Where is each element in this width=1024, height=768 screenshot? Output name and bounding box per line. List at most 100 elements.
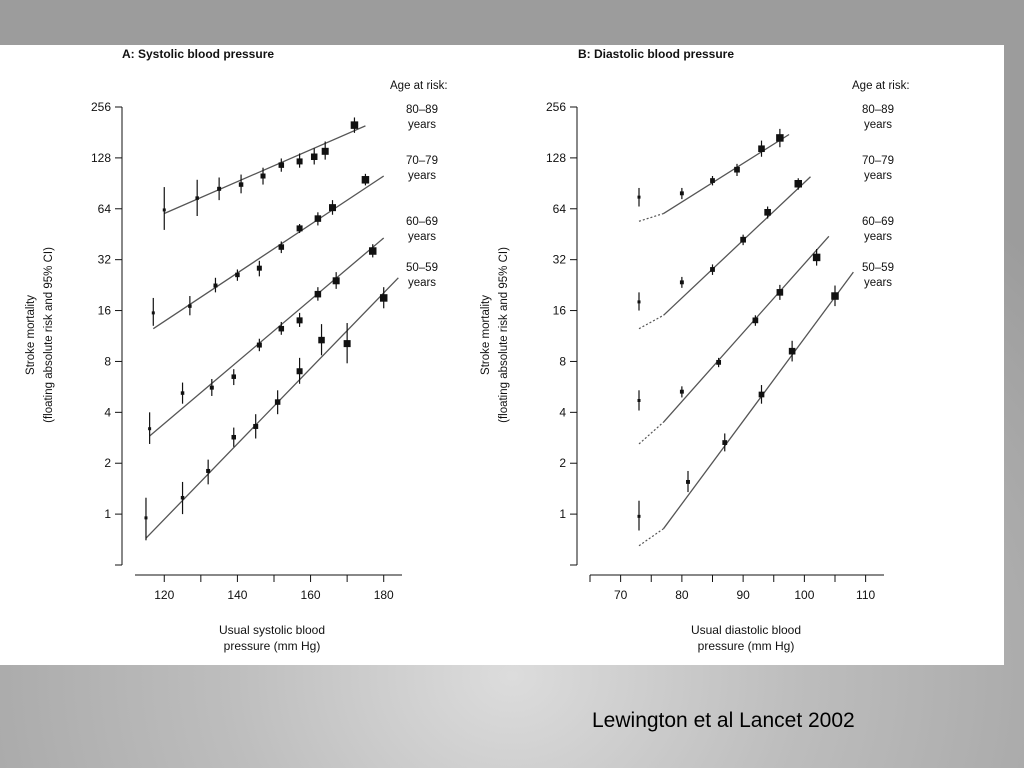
- chart0-legend-entry: 60–69: [406, 216, 438, 228]
- chart0-series1-point: [151, 311, 155, 315]
- chart1-series0-point: [758, 145, 765, 153]
- chart1-series2-fit-line: [663, 235, 830, 423]
- chart0-legend-entry: 70–79: [406, 155, 438, 167]
- chart1-series1-fit-line: [663, 176, 811, 316]
- chart0-series3-point: [296, 368, 303, 375]
- chart1-legend-entry: 80–89: [862, 104, 894, 116]
- chart1-series0-point: [734, 166, 740, 173]
- chart1-y-label-line2: (floating absolute risk and 95% CI): [498, 247, 510, 423]
- chart0-x-label-line1: Usual systolic blood: [219, 623, 325, 637]
- chart0-series0-point: [310, 153, 318, 161]
- chart0-series1-point: [213, 283, 218, 288]
- chart0-series2-point: [278, 325, 285, 332]
- chart0-series3-point: [343, 340, 351, 348]
- chart1-legend-unit: years: [864, 277, 892, 289]
- chart0-y-tick-label: 2: [104, 456, 111, 470]
- chart0-y-tick-label: 128: [91, 151, 111, 165]
- chart1-series2-point: [679, 389, 684, 394]
- chart1-series3-fit-extension: [638, 528, 664, 547]
- chart0-series0-point: [238, 182, 244, 187]
- chart0-series3-point: [144, 516, 148, 520]
- chart0-series3-point: [253, 423, 259, 429]
- chart0-x-tick-label: 140: [227, 588, 247, 602]
- chart0-series1-point: [235, 272, 240, 278]
- chart0-y-tick-label: 256: [91, 100, 111, 114]
- chart1-series3-fit-line: [662, 271, 854, 530]
- chart1-x-tick-label: 70: [614, 588, 628, 602]
- chart0-series1-point: [361, 176, 370, 184]
- chart1-series1-point: [710, 267, 715, 272]
- chart1-x-tick-label: 110: [856, 588, 875, 602]
- chart0-series3-point: [180, 495, 185, 500]
- chart1-series1-point: [740, 236, 746, 243]
- chart0-series2-point: [209, 385, 214, 390]
- chart1-series3-point: [686, 479, 690, 484]
- chart1-x-tick-label: 80: [675, 588, 689, 602]
- chart0-series0-fit-line: [164, 125, 366, 215]
- chart1-series2-point: [716, 359, 722, 365]
- chart1-y-tick-label: 2: [559, 456, 566, 470]
- chart1-series2-point: [752, 317, 759, 324]
- chart0-y-tick-label: 8: [104, 354, 111, 368]
- chart1-y-tick-label: 1: [559, 507, 566, 521]
- chart0-y-label-line1: Stroke mortality: [25, 295, 37, 375]
- citation-text: Lewington et al Lancet 2002: [592, 709, 855, 732]
- chart1-y-label-line1: Stroke mortality: [480, 295, 492, 375]
- chart0-y-label-line2: (floating absolute risk and 95% CI): [43, 247, 55, 423]
- chart1-x-label-line2: pressure (mm Hg): [698, 639, 795, 653]
- chart1-series2-fit-extension: [638, 421, 664, 445]
- chart1-series2-point: [776, 289, 784, 296]
- chart0-series0-point: [260, 173, 266, 179]
- chart1-legend-entry: 60–69: [862, 216, 894, 228]
- chart1-y-tick-label: 256: [546, 100, 566, 114]
- chart0-y-tick-label: 64: [98, 202, 112, 216]
- chart0-x-tick-label: 180: [374, 588, 394, 602]
- chart0-series2-point: [231, 374, 237, 379]
- chart0-series0-point: [217, 186, 222, 191]
- chart0-series1-point: [188, 304, 192, 308]
- chart1-y-tick-label: 64: [553, 202, 567, 216]
- chart0-series2-fit-line: [149, 237, 385, 437]
- chart1-x-label-line1: Usual diastolic blood: [691, 623, 801, 637]
- chart1-series1-fit-extension: [638, 314, 664, 330]
- chart1-legend-title: Age at risk:: [852, 80, 910, 92]
- chart0-x-tick-label: 160: [301, 588, 321, 602]
- chart0-series2-point: [314, 290, 322, 298]
- chart1-legend-unit: years: [864, 231, 892, 243]
- chart0-legend-unit: years: [408, 277, 436, 289]
- chart1-series1-point: [679, 280, 684, 285]
- chart0-x-label-line2: pressure (mm Hg): [224, 639, 321, 653]
- chart1-y-tick-label: 128: [546, 151, 566, 165]
- chart0-y-tick-label: 4: [104, 405, 111, 419]
- chart0-series2-point: [256, 342, 262, 348]
- chart0-legend-unit: years: [408, 170, 436, 182]
- chart1-y-tick-label: 16: [553, 304, 567, 318]
- chart0-series0-point: [195, 196, 199, 200]
- chart1-series3-point: [758, 391, 765, 398]
- chart1-y-tick-label: 8: [559, 354, 566, 368]
- chart1-series0-point: [710, 178, 715, 183]
- chart1-series2-point: [637, 398, 641, 402]
- chart1-y-tick-label: 4: [559, 405, 566, 419]
- chart1-x-tick-label: 90: [736, 588, 750, 602]
- slide-panel: A: Systolic blood pressure 1 2 4 8 16 32 64 128 2…: [0, 45, 1004, 665]
- chart1-legend-unit: years: [864, 170, 892, 182]
- chart0-legend-entry: 50–59: [406, 262, 438, 274]
- chart1-series0-point: [776, 134, 784, 142]
- chart0-y-tick-label: 32: [98, 253, 112, 267]
- chart0-series1-point: [256, 265, 262, 271]
- chart0-y-tick-label: 16: [98, 304, 112, 318]
- chart1-series0-fit-extension: [638, 212, 664, 222]
- chart0-series0-point: [321, 147, 329, 155]
- chart0-series2-point: [180, 391, 185, 395]
- chart1-legend-entry: 70–79: [862, 155, 894, 167]
- chart1-series1-point: [764, 209, 771, 216]
- chart0-y-tick-label: 1: [104, 507, 111, 521]
- chart1-x-tick-label: 100: [794, 588, 814, 602]
- chart0-series1-point: [296, 225, 303, 232]
- chart0-series3-point: [231, 434, 237, 440]
- chart0-series3-point: [206, 468, 211, 473]
- chart0-series3-point: [318, 336, 325, 344]
- chart0-series1-point: [314, 215, 322, 222]
- chart0-series1-fit-line: [152, 175, 385, 330]
